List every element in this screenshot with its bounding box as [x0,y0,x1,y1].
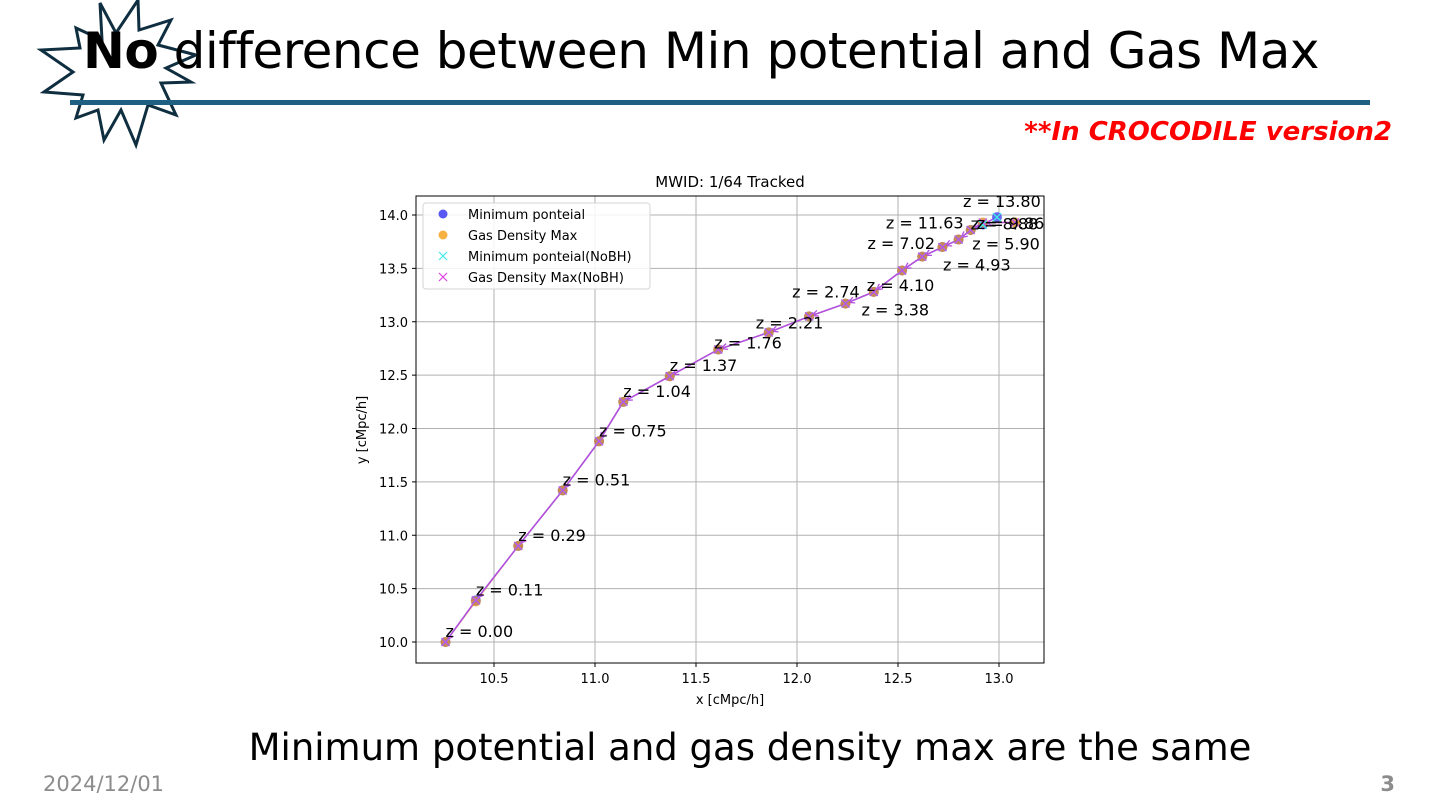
y-tick-label: 14.0 [379,209,408,224]
redshift-annotation: z = 1.37 [670,356,738,375]
marker-gas-density-nobh [917,252,927,262]
marker-gas-density-nobh [513,541,523,551]
marker-gas-density-nobh [665,371,675,381]
starburst-shape [36,0,201,150]
redshift-annotation: z = 0.29 [518,526,586,545]
legend-label: Minimum ponteial(NoBH) [468,250,632,265]
legend-marker-min-potential [438,209,448,219]
x-tick-label: 12.0 [783,672,812,687]
redshift-annotation: z = 4.93 [943,256,1011,275]
chart-plot-area: z = 0.00 z = 0.11 z = 0.29 z = 0.51 z = 0.75… [440,192,1045,647]
redshift-annotation: z = 2.21 [756,313,824,332]
marker-gas-density-nobh [937,242,947,252]
marker-gas-density-nobh [897,266,907,275]
redshift-annotation: z = 13.80 [963,192,1041,211]
chart-legend: Minimum ponteial Gas Density Max Minimum… [422,202,651,290]
title-emphasis: No [83,22,159,80]
marker-gas-density-nobh [954,235,964,245]
marker-min-potential-nobh [978,220,988,230]
footer-date: 2024/12/01 [43,772,165,796]
marker-gas-density-nobh [804,311,814,321]
y-tick-label: 12.5 [379,369,408,384]
marker-gas-density-nobh [764,327,774,337]
x-tick-label: 10.5 [480,672,509,687]
y-tick-label: 12.0 [379,423,408,438]
marker-gas-density-nobh [618,397,628,407]
marker-gas-density-nobh [978,218,988,227]
slide-caption: Minimum potential and gas density max ar… [248,726,1252,769]
legend-marker-min-potential-nobh [438,251,448,261]
x-tick-label: 13.0 [985,672,1014,687]
redshift-annotation: z = 1.76 [714,334,782,353]
x-tick-label: 11.5 [682,672,711,687]
legend-marker-gas-density [438,230,448,240]
marker-gas-density-nobh [594,436,604,446]
redshift-annotation: z = 4.10 [867,276,935,295]
marker-gas-density-nobh [869,287,879,297]
page-number: 3 [1380,772,1395,796]
title-underline [70,100,1370,105]
version-note: **In CROCODILE version2 [1024,117,1392,147]
y-tick-label: 10.5 [379,583,408,598]
redshift-annotation: z = 8.88 [971,215,1039,234]
y-tick-label: 13.0 [379,316,408,331]
x-tick-label: 12.5 [884,672,913,687]
y-tick-label: 13.5 [379,262,408,277]
marker-gas-density-nobh [841,299,850,309]
y-tick-label: 11.0 [379,529,408,544]
slide-title: No difference between Min potential and … [83,22,1319,80]
chart-title: MWID: 1/64 Tracked [655,173,805,191]
x-tick-label: 11.0 [581,672,610,687]
trajectory-chart: MWID: 1/64 Tracked z = 0.00z = 0.11z = 0… [355,173,1045,708]
marker-gas-density-nobh [1010,218,1020,227]
marker-gas-density [470,596,481,607]
marker-gas-density-nobh [966,225,976,235]
redshift-annotation: z = 7.02 [867,234,935,253]
marker-min-potential-nobh [992,212,1002,222]
redshift-annotation: z = 5.90 [972,235,1040,254]
marker-gas-density-nobh [713,345,723,354]
legend-label: Minimum ponteial [468,208,585,223]
redshift-annotation: z = 0.75 [599,421,667,440]
marker-gas-density-nobh [558,485,568,495]
redshift-annotation: z = 0.00 [446,622,514,641]
redshift-annotation: z = 3.38 [861,301,929,320]
redshift-annotation: z = 2.74 [792,282,860,301]
chart-axes-frame [415,195,1045,664]
chart-axis-ticks: 10.5 11.0 11.5 12.0 12.5 13.0 10.0 10.5 11.0 11.5… [379,209,1013,687]
redshift-annotation: z = 1.04 [623,382,691,401]
redshift-annotation: z = 0.51 [563,470,631,489]
y-tick-label: 11.5 [379,476,408,491]
legend-box [422,202,651,290]
title-text: difference between Min potential and Gas… [158,22,1320,80]
marker-gas-density-nobh [471,595,481,605]
redshift-annotation: z = 0.11 [476,580,544,599]
redshift-annotation: z = 9.86 [977,214,1045,233]
legend-label: Gas Density Max [468,229,578,244]
y-axis-label: y [cMpc/h] [355,396,370,464]
y-tick-label: 10.0 [379,636,408,651]
marker-gas-density-nobh [441,637,450,647]
redshift-annotation: z = 11.63 [886,214,964,233]
legend-marker-gas-density-nobh [438,272,448,282]
x-axis-label: x [cMpc/h] [696,693,764,708]
legend-label: Gas Density Max(NoBH) [468,271,624,286]
